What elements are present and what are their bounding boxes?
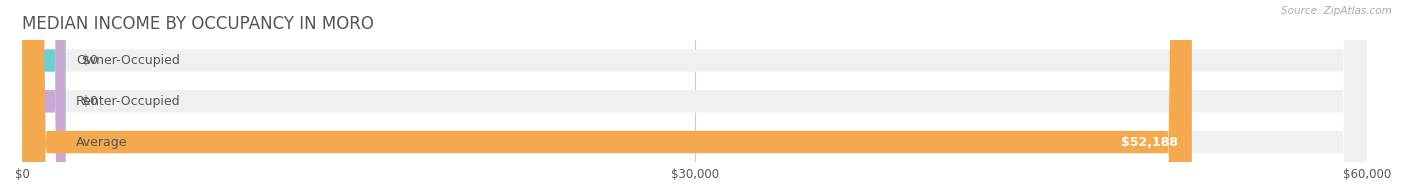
FancyBboxPatch shape: [22, 0, 1367, 196]
FancyBboxPatch shape: [22, 0, 1367, 196]
Text: Owner-Occupied: Owner-Occupied: [76, 54, 180, 67]
FancyBboxPatch shape: [22, 0, 66, 196]
Text: Source: ZipAtlas.com: Source: ZipAtlas.com: [1281, 6, 1392, 16]
FancyBboxPatch shape: [22, 0, 66, 196]
FancyBboxPatch shape: [22, 0, 1192, 196]
Text: MEDIAN INCOME BY OCCUPANCY IN MORO: MEDIAN INCOME BY OCCUPANCY IN MORO: [22, 15, 374, 33]
Text: Renter-Occupied: Renter-Occupied: [76, 95, 181, 108]
Text: $0: $0: [82, 54, 97, 67]
FancyBboxPatch shape: [22, 0, 1367, 196]
Text: $52,188: $52,188: [1122, 136, 1178, 149]
Text: $0: $0: [82, 95, 97, 108]
Text: Average: Average: [76, 136, 128, 149]
